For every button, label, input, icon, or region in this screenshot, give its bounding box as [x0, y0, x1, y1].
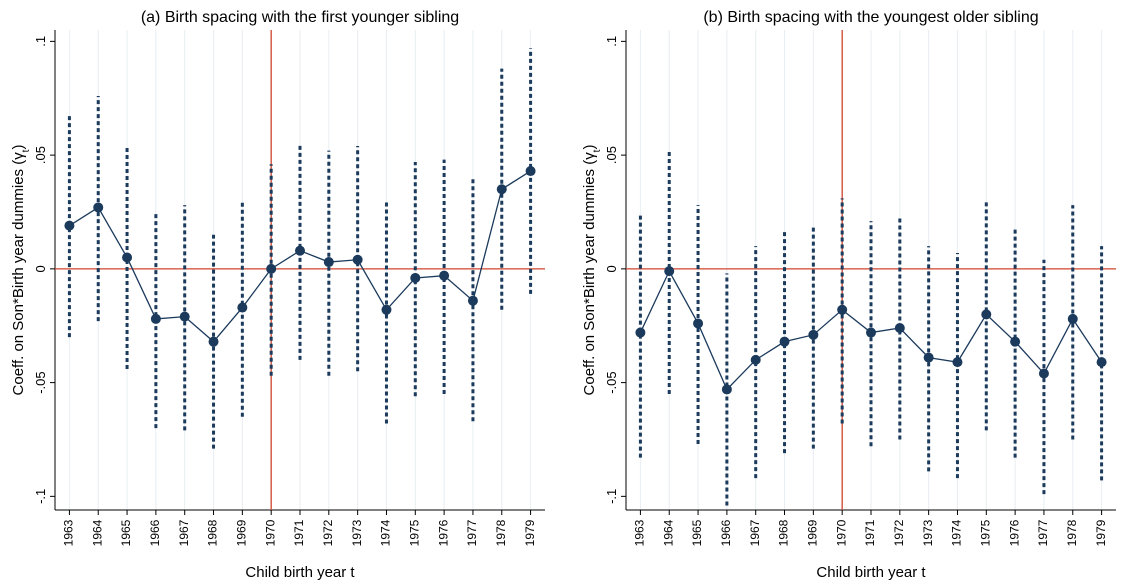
x-tick-label: 1975 [978, 519, 992, 546]
y-axis-label-end: ) [581, 145, 598, 150]
y-tick-label: 0 [33, 265, 48, 272]
x-tick-label: 1978 [494, 519, 508, 546]
x-tick-label: 1964 [661, 519, 675, 546]
chart-title: (a) Birth spacing with the first younger… [141, 9, 459, 26]
point [439, 270, 450, 281]
y-axis-label-text: Coeff. on Son*Birth year dummies (γ [581, 152, 598, 396]
y-tick-label: -.1 [33, 489, 48, 504]
x-tick-label: 1963 [62, 519, 76, 546]
point [866, 327, 876, 338]
x-tick-label: 1965 [119, 519, 133, 546]
point [266, 263, 277, 274]
x-tick-label: 1969 [806, 519, 820, 546]
point [1010, 336, 1021, 347]
point [635, 327, 646, 338]
y-tick-label: -.05 [33, 371, 48, 393]
y-tick-label: .05 [33, 146, 48, 164]
x-tick-label: 1979 [523, 519, 537, 546]
x-tick-label: 1974 [950, 519, 964, 546]
y-axis-label: Coeff. on Son*Birth year dummies (γt) [581, 145, 603, 396]
point [779, 336, 790, 347]
x-tick-label: 1970 [834, 519, 848, 546]
point [1038, 368, 1049, 379]
point [410, 272, 421, 283]
x-tick-label: 1969 [235, 519, 249, 546]
x-tick-label: 1973 [921, 519, 935, 546]
y-tick-label: -.1 [604, 489, 619, 504]
point [295, 245, 305, 256]
point [1096, 357, 1107, 368]
x-tick-label: 1967 [177, 519, 191, 546]
point [496, 184, 507, 195]
x-tick-label: 1966 [719, 519, 733, 546]
x-tick-label: 1975 [407, 519, 421, 546]
y-tick-label: .1 [33, 36, 48, 47]
point [150, 313, 161, 324]
x-tick-label: 1973 [350, 519, 364, 546]
x-tick-label: 1976 [1007, 519, 1021, 546]
x-tick-label: 1977 [465, 519, 479, 546]
x-tick-label: 1971 [863, 519, 877, 546]
point [837, 304, 848, 315]
point [952, 357, 963, 368]
point [237, 302, 248, 313]
chart-title: (b) Birth spacing with the youngest olde… [703, 9, 1038, 26]
y-axis-label: Coeff. on Son*Birth year dummies (γt) [10, 145, 32, 396]
point [808, 329, 819, 340]
point [179, 311, 190, 322]
point [750, 354, 761, 365]
x-tick-label: 1978 [1065, 519, 1079, 546]
point [467, 295, 478, 306]
x-tick-label: 1971 [292, 519, 306, 546]
point [1067, 313, 1078, 324]
y-tick-label: .1 [604, 36, 619, 47]
x-tick-label: 1966 [148, 519, 162, 546]
point [122, 252, 133, 263]
x-axis-label: Child birth year t [245, 564, 355, 581]
y-tick-label: .05 [604, 146, 619, 164]
point [352, 254, 363, 265]
x-tick-label: 1972 [892, 519, 906, 546]
y-axis-label-text: Coeff. on Son*Birth year dummies (γ [10, 152, 27, 396]
point [323, 257, 334, 268]
y-axis-label-sub: t [21, 149, 32, 152]
y-tick-label: -.05 [604, 371, 619, 393]
x-axis-label: Child birth year t [816, 564, 926, 581]
x-tick-label: 1974 [379, 519, 393, 546]
x-tick-label: 1976 [436, 519, 450, 546]
x-tick-label: 1964 [90, 519, 104, 546]
x-tick-label: 1965 [690, 519, 704, 546]
x-tick-label: 1967 [748, 519, 762, 546]
panel: (a) Birth spacing with the first younger… [10, 9, 545, 581]
point [64, 220, 75, 231]
x-tick-label: 1963 [633, 519, 647, 546]
point [693, 318, 704, 329]
x-tick-label: 1970 [263, 519, 277, 546]
point [93, 202, 104, 213]
point [981, 309, 992, 320]
point [894, 323, 905, 334]
point [208, 336, 219, 347]
x-tick-label: 1977 [1036, 519, 1050, 546]
y-axis-label-end: ) [10, 145, 27, 150]
x-tick-label: 1968 [206, 519, 220, 546]
y-tick-label: 0 [604, 265, 619, 272]
point [525, 166, 536, 177]
point [664, 266, 675, 277]
panel: (b) Birth spacing with the youngest olde… [581, 9, 1116, 581]
y-axis-label-sub: t [592, 149, 603, 152]
point [381, 304, 392, 315]
point [721, 384, 732, 395]
point [923, 352, 934, 363]
x-tick-label: 1979 [1094, 519, 1108, 546]
x-tick-label: 1968 [777, 519, 791, 546]
x-tick-label: 1972 [321, 519, 335, 546]
